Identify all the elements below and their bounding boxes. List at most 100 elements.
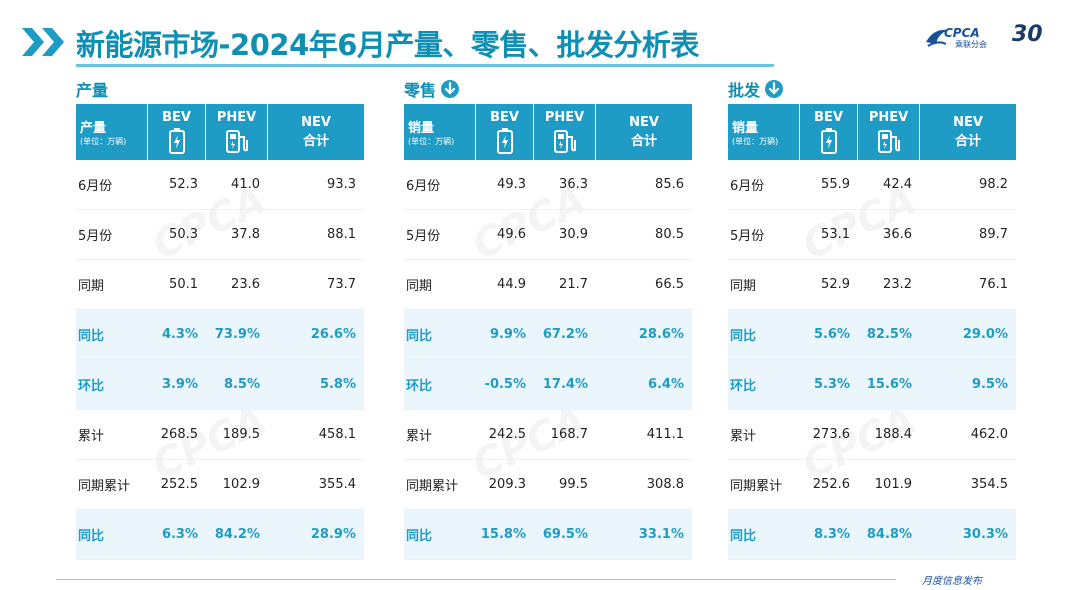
nev-value: 29.0% [962,327,1008,342]
table-row: 累计 242.5 168.7 411.1 [404,410,692,460]
unit-label: (单位：万辆) [408,137,455,146]
logo-subtext: 乘联分会 [955,40,987,49]
row-label: 累计 [730,429,757,444]
phev-value: 67.2% [542,327,588,342]
table-row: 同比 4.3% 73.9% 26.6% [76,310,364,360]
bev-value: 209.3 [488,477,526,492]
phev-value: 84.8% [866,527,912,542]
table-row: 同比 15.8% 69.5% 33.1% [404,510,692,560]
battery-icon [496,128,513,154]
row-label: 同期 [730,279,757,294]
charging-pump-icon [225,130,248,153]
table-row: 同期 50.1 23.6 73.7 [76,260,364,310]
bev-value: 8.3% [813,527,850,542]
panel-title: 零售 [404,76,692,102]
bev-value: 6.3% [161,527,198,542]
nev-value: 354.5 [970,477,1008,492]
header-label-cell: 销量 (单位：万辆) [404,104,476,160]
bev-value: -0.5% [484,377,526,392]
nev-value: 73.7 [327,277,356,292]
logo-text: CPCA [944,26,980,40]
table-row: 5月份 53.1 36.6 89.7 [728,210,1016,260]
row-label: 同比 [730,529,757,544]
nev-value: 66.5 [655,277,684,292]
bev-value: 15.8% [480,527,526,542]
nev-value: 88.1 [327,227,356,242]
table-row: 同比 8.3% 84.8% 30.3% [728,510,1016,560]
table-row: 6月份 49.3 36.3 85.6 [404,160,692,210]
header-bev-label: BEV [814,110,843,125]
arrow-down-circle-icon [765,80,784,98]
table-header: 销量 (单位：万辆) BEV PHEV NEV 合计 [404,104,692,160]
nev-value: 98.2 [979,177,1008,192]
row-label: 5月份 [406,229,441,244]
row-label: 6月份 [406,179,441,194]
phev-value: 36.3 [559,177,588,192]
bev-value: 5.3% [813,377,850,392]
row-label: 累计 [78,429,105,444]
header-phev: PHEV [534,104,596,160]
row-label: 同比 [78,529,105,544]
phev-value: 189.5 [222,427,260,442]
bev-value: 49.6 [497,227,526,242]
bev-value: 4.3% [161,327,198,342]
anniversary-logo: 30 [1012,22,1043,47]
phev-value: 168.7 [550,427,588,442]
unit-label: (单位：万辆) [732,137,779,146]
table-row: 累计 268.5 189.5 458.1 [76,410,364,460]
bev-value: 252.6 [812,477,850,492]
header-bev: BEV [476,104,534,160]
unit-label: (单位：万辆) [80,137,127,146]
nev-value: 33.1% [638,527,684,542]
row-label: 同比 [406,329,433,344]
header-label: 销量 [732,121,759,136]
row-label: 6月份 [730,179,765,194]
nev-value: 30.3% [962,527,1008,542]
header-phev-label: PHEV [216,110,257,125]
nev-value: 26.6% [310,327,356,342]
nev-value: 93.3 [327,177,356,192]
row-label: 同期累计 [406,479,459,494]
row-label: 同期累计 [730,479,783,494]
bev-value: 52.9 [821,277,850,292]
nev-value: 28.6% [638,327,684,342]
table-row: 同期累计 252.5 102.9 355.4 [76,460,364,510]
nev-value: 411.1 [646,427,684,442]
row-label: 环比 [78,379,105,394]
header-nev-line1: NEV [301,115,331,130]
header-phev: PHEV [858,104,920,160]
phev-value: 21.7 [559,277,588,292]
table-row: 环比 -0.5% 17.4% 6.4% [404,360,692,410]
title-underline [76,64,774,67]
nev-value: 462.0 [970,427,1008,442]
row-label: 同期 [78,279,105,294]
header-label-cell: 产量 (单位：万辆) [76,104,148,160]
header-phev-label: PHEV [544,110,585,125]
bev-value: 44.9 [497,277,526,292]
phev-value: 102.9 [222,477,260,492]
panel-title-text: 零售 [404,81,437,100]
nev-value: 9.5% [971,377,1008,392]
phev-value: 99.5 [559,477,588,492]
table-row: 6月份 55.9 42.4 98.2 [728,160,1016,210]
table-row: 同期累计 209.3 99.5 308.8 [404,460,692,510]
panel-title: 产量 [76,76,364,102]
panel-title-text: 批发 [728,81,761,100]
header-phev-label: PHEV [868,110,909,125]
bev-value: 273.6 [812,427,850,442]
header-nev: NEV 合计 [596,104,692,160]
nev-value: 5.8% [319,377,356,392]
phev-value: 188.4 [874,427,912,442]
panel-title-text: 产量 [76,81,109,100]
header-nev-line1: NEV [629,115,659,130]
row-label: 6月份 [78,179,113,194]
header-label: 销量 [408,121,435,136]
nev-value: 308.8 [646,477,684,492]
row-label: 5月份 [78,229,113,244]
nev-value: 355.4 [318,477,356,492]
phev-value: 69.5% [542,527,588,542]
nev-value: 80.5 [655,227,684,242]
cpca-logo-icon [926,29,948,47]
panel-1: 零售 销量 (单位：万辆) BEV PHEV NEV 合计 6月份 49.3 36.3 85.6 5月… [404,76,692,560]
bev-value: 9.9% [489,327,526,342]
